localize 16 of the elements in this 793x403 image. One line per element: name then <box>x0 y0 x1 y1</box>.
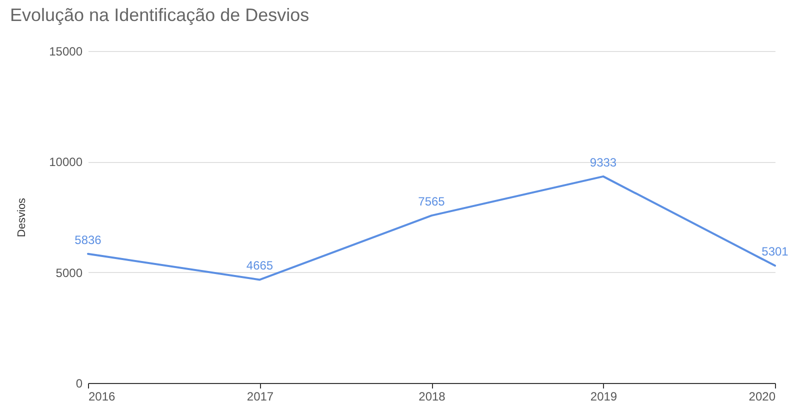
y-axis-title: Desvios <box>16 197 28 238</box>
x-tick-label: 2018 <box>418 390 446 403</box>
data-label: 5836 <box>74 232 102 247</box>
data-label: 7565 <box>418 194 446 209</box>
data-label: 5301 <box>762 244 789 259</box>
y-tick-label: 5000 <box>56 266 83 280</box>
data-label: 4665 <box>246 258 274 273</box>
y-tick-label: 0 <box>76 376 83 390</box>
y-tick-label: 15000 <box>49 44 83 58</box>
x-tick-label: 2017 <box>246 390 274 403</box>
x-tick-label: 2020 <box>748 390 776 403</box>
chart-title: Evolução na Identificação de Desvios <box>10 5 310 25</box>
x-tick-label: 2016 <box>88 390 116 403</box>
data-label: 9333 <box>590 155 617 170</box>
y-tick-label: 10000 <box>49 155 83 170</box>
x-tick-label: 2019 <box>590 390 618 403</box>
